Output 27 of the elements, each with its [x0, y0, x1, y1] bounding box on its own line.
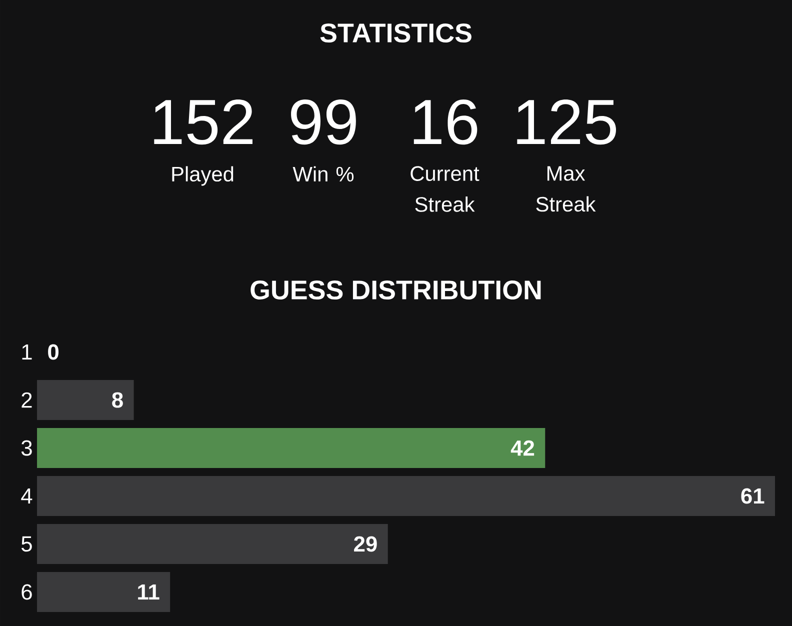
category-label: Current Streak [410, 166, 480, 212]
data-label: 0 [48, 344, 59, 360]
y-tick-label: 4 [21, 488, 32, 504]
bar [37, 428, 546, 468]
y-tick-label: 5 [21, 536, 32, 552]
text: STATISTICS [320, 23, 472, 43]
data-label: 61 [741, 488, 764, 504]
y-tick-label: 6 [22, 584, 32, 600]
bar [37, 380, 134, 420]
y-tick-label: 3 [21, 440, 32, 456]
data-label: 152 [154, 99, 252, 145]
data-label: 125 [517, 99, 616, 145]
category-label: Max Streak [536, 166, 596, 212]
chart-title: GUESS DISTRIBUTION [250, 280, 541, 300]
category-label: Win % [292, 166, 354, 182]
y-tick-label: 2 [22, 392, 32, 408]
data-label: 29 [354, 536, 377, 552]
bar [37, 524, 388, 564]
data-label: 42 [510, 440, 534, 456]
data-label: 8 [112, 392, 123, 408]
y-tick-label: 1 [22, 344, 32, 360]
data-label: 16 [414, 99, 478, 145]
data-label: 99 [291, 99, 356, 145]
category-label: Played [172, 166, 234, 186]
bar [37, 476, 776, 516]
bar [37, 572, 170, 612]
data-label: 11 [138, 584, 160, 600]
